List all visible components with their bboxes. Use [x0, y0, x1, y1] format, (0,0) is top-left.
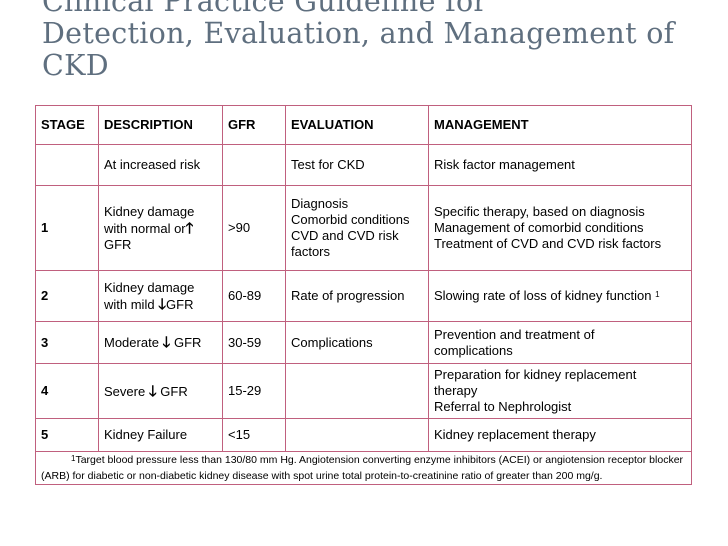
- arrow-down-icon: 🡓: [162, 333, 171, 351]
- footnote: 1Target blood pressure less than 130/80 …: [35, 451, 692, 485]
- management-line: Management of comorbid conditions: [434, 220, 644, 235]
- management-line: Referral to Nephrologist: [434, 399, 572, 414]
- footnote-text: Target blood pressure less than 130/80 m…: [41, 454, 684, 482]
- gfr-cell: 15-29: [222, 363, 286, 419]
- stage-cell: 3: [35, 321, 99, 364]
- description-cell: Moderate 🡓 GFR: [98, 321, 223, 364]
- gfr-cell: [222, 144, 286, 186]
- description-text: with mild: [104, 296, 155, 312]
- table-row: 4 Severe 🡓 GFR 15-29 Preparation for kid…: [35, 363, 692, 419]
- description-line: GFR: [104, 236, 132, 252]
- gfr-cell: >90: [222, 185, 286, 271]
- table-row: 3 Moderate 🡓 GFR 30-59 Complications Pre…: [35, 321, 692, 364]
- header-gfr: GFR: [222, 105, 286, 145]
- evaluation-cell: [285, 363, 429, 419]
- header-stage: STAGE: [35, 105, 99, 145]
- evaluation-line: CVD and CVD risk: [291, 228, 399, 243]
- management-text: Slowing rate of loss of kidney function: [434, 288, 652, 303]
- title-line-2: Detection, Evaluation, and Management of: [42, 17, 675, 50]
- description-text: GFR: [173, 335, 202, 350]
- table-row: 2 Kidney damage with mild 🡓GFR 60-89 Rat…: [35, 270, 692, 322]
- table-row: 5 Kidney Failure <15 Kidney replacement …: [35, 418, 692, 452]
- description-line: with mild 🡓GFR: [104, 296, 217, 313]
- evaluation-cell: Complications: [285, 321, 429, 364]
- management-cell: Prevention and treatment of complication…: [428, 321, 692, 364]
- evaluation-cell: [285, 418, 429, 452]
- description-line: with normal or🡑: [104, 220, 217, 237]
- description-cell: Kidney damage with normal or🡑 GFR: [98, 185, 223, 271]
- stage-cell: 4: [35, 363, 99, 419]
- arrow-down-icon: 🡓: [158, 294, 167, 313]
- evaluation-line: Comorbid conditions: [291, 212, 410, 227]
- evaluation-cell: Test for CKD: [285, 144, 429, 186]
- description-line: Kidney damage: [104, 279, 195, 295]
- stage-cell: [35, 144, 99, 186]
- header-evaluation: EVALUATION: [285, 105, 429, 145]
- management-line: Treatment of CVD and CVD risk factors: [434, 236, 662, 251]
- header-description: DESCRIPTION: [98, 105, 223, 145]
- management-cell: Specific therapy, based on diagnosis Man…: [428, 185, 692, 271]
- footnote-marker: 1: [71, 454, 76, 463]
- description-cell: Severe 🡓 GFR: [98, 363, 223, 419]
- evaluation-cell: Rate of progression: [285, 270, 429, 322]
- footnote-ref: 1: [655, 290, 660, 299]
- description-text: Moderate: [104, 335, 159, 350]
- gfr-cell: <15: [222, 418, 286, 452]
- description-cell: At increased risk: [98, 144, 223, 186]
- management-cell: Preparation for kidney replacement thera…: [428, 363, 692, 419]
- header-management: MANAGEMENT: [428, 105, 692, 145]
- table-row: At increased risk Test for CKD Risk fact…: [35, 144, 692, 186]
- stage-cell: 5: [35, 418, 99, 452]
- description-cell: Kidney Failure: [98, 418, 223, 452]
- description-line: Kidney damage: [104, 203, 195, 219]
- stage-cell: 2: [35, 270, 99, 322]
- footnote-row: 1Target blood pressure less than 130/80 …: [35, 451, 692, 485]
- management-cell: Risk factor management: [428, 144, 692, 186]
- management-line: therapy: [434, 383, 478, 398]
- evaluation-line: factors: [291, 244, 331, 259]
- management-line: Prevention and treatment of: [434, 326, 595, 342]
- management-line: Specific therapy, based on diagnosis: [434, 204, 645, 219]
- gfr-cell: 30-59: [222, 321, 286, 364]
- stage-cell: 1: [35, 185, 99, 271]
- management-cell: Slowing rate of loss of kidney function …: [428, 270, 692, 322]
- arrow-down-icon: 🡓: [148, 381, 157, 400]
- description-text: Severe: [104, 383, 146, 399]
- gfr-cell: 60-89: [222, 270, 286, 322]
- arrow-up-icon: 🡑: [185, 218, 194, 237]
- title-line-1: Clinical Practice Guideline for: [42, 0, 488, 18]
- description-text: GFR: [160, 383, 188, 399]
- ckd-stages-table: STAGE DESCRIPTION GFR EVALUATION MANAGEM…: [35, 105, 692, 485]
- evaluation-cell: Diagnosis Comorbid conditions CVD and CV…: [285, 185, 429, 271]
- evaluation-line: Diagnosis: [291, 196, 349, 211]
- description-cell: Kidney damage with mild 🡓GFR: [98, 270, 223, 322]
- management-line: Preparation for kidney replacement: [434, 367, 637, 382]
- description-text: GFR: [166, 296, 194, 312]
- title-line-3: CKD: [42, 49, 109, 82]
- slide-title: Clinical Practice Guideline for Detectio…: [42, 0, 722, 82]
- table-header-row: STAGE DESCRIPTION GFR EVALUATION MANAGEM…: [35, 105, 692, 145]
- management-cell: Kidney replacement therapy: [428, 418, 692, 452]
- management-line: complications: [434, 342, 513, 358]
- description-text: with normal or: [104, 220, 186, 236]
- table-row: 1 Kidney damage with normal or🡑 GFR >90 …: [35, 185, 692, 271]
